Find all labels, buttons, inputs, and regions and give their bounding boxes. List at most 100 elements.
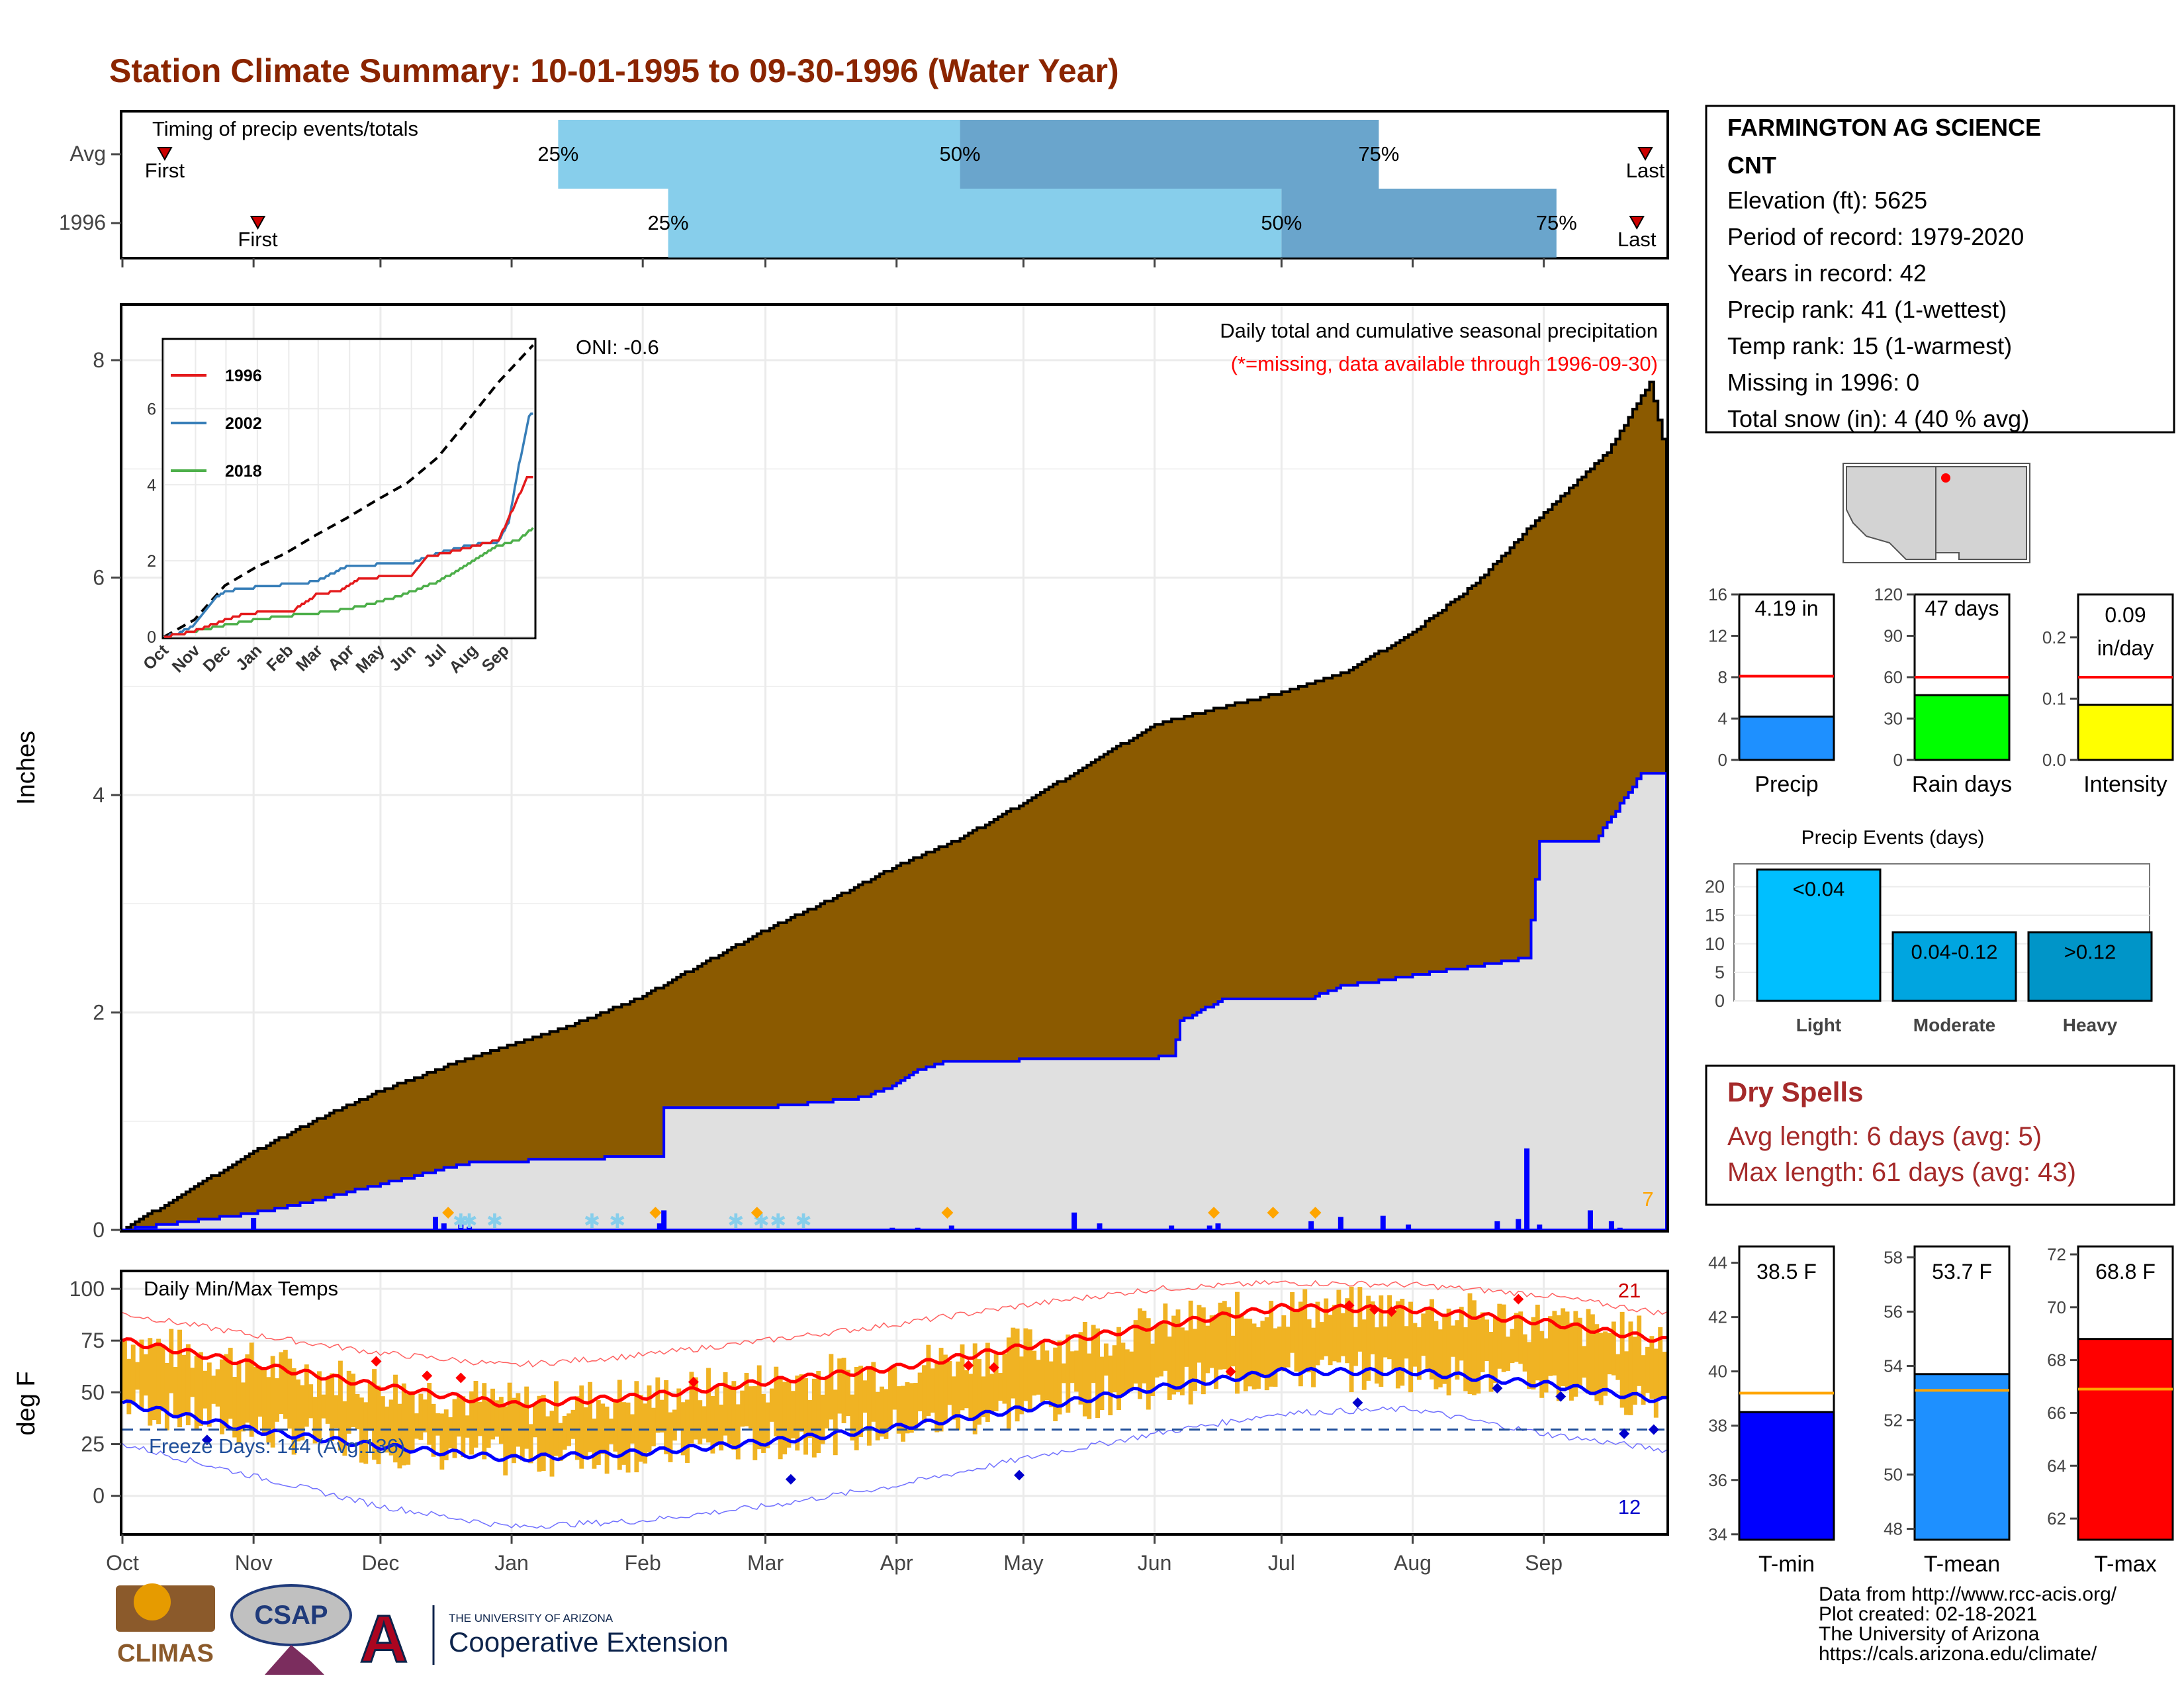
- daily-temp-range-bar: [1264, 1317, 1269, 1391]
- temp-summary-value-bar: [1738, 1411, 1835, 1541]
- station-snow: Total snow (in): 4 (40 % avg): [1727, 405, 2029, 432]
- first-event-marker: [157, 147, 173, 162]
- daily-temp-range-bar: [1527, 1342, 1531, 1389]
- dry-avg-length: Avg length: 6 days (avg: 5): [1727, 1122, 2042, 1151]
- inset-legend-label: 2018: [225, 462, 262, 481]
- daily-temp-range-bar: [858, 1366, 864, 1437]
- record-low-marker: [1619, 1428, 1630, 1439]
- temp-summary-y-tick-label: 56: [1884, 1301, 1903, 1321]
- daily-temp-range-bar: [774, 1366, 779, 1436]
- inset-2018-line: [164, 527, 534, 638]
- daily-temp-range-bar: [1577, 1317, 1582, 1387]
- daily-temp-range-bar: [1061, 1363, 1066, 1383]
- daily-temp-range-bar: [1214, 1314, 1218, 1389]
- daily-temp-range-bar: [270, 1356, 275, 1448]
- daily-temp-range-bar: [761, 1393, 766, 1453]
- daily-temp-range-bar: [841, 1358, 846, 1424]
- daily-temp-range-bar: [148, 1338, 153, 1426]
- daily-temp-range-bar: [1437, 1329, 1443, 1387]
- daily-temp-range-bar: [1078, 1332, 1083, 1405]
- temp-summary-y-tick-label: 48: [1884, 1519, 1903, 1539]
- daily-temp-range-bar: [617, 1380, 622, 1470]
- precip-missing-note: (*=missing, data available through 1996-…: [1231, 352, 1658, 375]
- page-title: Station Climate Summary: 10-01-1995 to 0…: [109, 52, 1119, 89]
- daily-precip-bar: [1206, 1225, 1212, 1230]
- record-low-marker: [1555, 1391, 1567, 1402]
- daily-temp-range-bar: [1624, 1351, 1629, 1415]
- daily-temp-range-bar: [1197, 1305, 1202, 1363]
- temp-summary-value-bar: [2077, 1338, 2174, 1541]
- daily-temp-range-bar: [638, 1395, 643, 1462]
- daily-temp-range-bar: [748, 1386, 753, 1429]
- daily-temp-range-bar: [938, 1348, 944, 1432]
- daily-temp-range-bar: [892, 1366, 897, 1410]
- daily-temp-range-bar: [1036, 1360, 1041, 1395]
- mini-bar-value-bar: [1738, 716, 1835, 761]
- daily-precip-bar: [1169, 1225, 1175, 1230]
- daily-precip-bar: [1587, 1210, 1593, 1230]
- mini-bar-y-tick-label: 16: [1708, 585, 1727, 604]
- daily-temp-range-bar: [558, 1423, 563, 1462]
- daily-temp-range-bar: [1129, 1351, 1134, 1390]
- station-temp-rank: Temp rank: 15 (1-warmest): [1727, 332, 2012, 359]
- temp-label: Daily Min/Max Temps: [144, 1277, 338, 1300]
- mini-bar-y-tick-label: 12: [1708, 626, 1727, 646]
- snow-marker: ✱: [461, 1211, 478, 1233]
- precip-note: Daily total and cumulative seasonal prec…: [1220, 319, 1658, 342]
- daily-temp-range-bar: [1598, 1333, 1604, 1405]
- daily-temp-range-bar: [1112, 1345, 1117, 1393]
- ua-logo: A THE UNIVERSITY OF ARIZONA Cooperative …: [359, 1601, 728, 1677]
- month-label: Apr: [880, 1551, 913, 1575]
- daily-temp-range-bar: [253, 1366, 259, 1430]
- precip-y-tick-label: 0: [93, 1218, 105, 1242]
- daily-temp-range-bar: [1154, 1325, 1160, 1378]
- record-min-line: [122, 1405, 1667, 1529]
- timing-panel: Timing of precip events/totals 25% 50% 75%…: [59, 110, 1669, 267]
- daily-temp-range-bar: [807, 1400, 813, 1438]
- station-elevation: Elevation (ft): 5625: [1727, 187, 1927, 214]
- daily-temp-range-bar: [1442, 1317, 1447, 1384]
- trace-event-marker: [751, 1207, 763, 1219]
- daily-temp-range-bar: [790, 1391, 796, 1438]
- mini-bar-chart: 47 days Rain days 0 30 60 90 120: [1874, 585, 2012, 797]
- temp-summary-y-tick-label: 40: [1708, 1362, 1727, 1382]
- daily-temp-range-bar: [1361, 1319, 1367, 1390]
- inset-y-tick-label: 4: [147, 476, 156, 494]
- daily-temp-range-bar: [1459, 1307, 1464, 1361]
- month-label: Jul: [1268, 1551, 1295, 1575]
- daily-temp-range-bar: [160, 1344, 165, 1411]
- daily-temp-range-bar: [845, 1370, 850, 1417]
- record-high-marker: [988, 1362, 999, 1373]
- month-label: Aug: [1394, 1551, 1432, 1575]
- daily-temp-range-bar: [782, 1382, 788, 1455]
- timing-row-label: Avg: [69, 142, 106, 165]
- daily-temp-range-bar: [1573, 1311, 1578, 1397]
- daily-temp-range-bar: [685, 1399, 690, 1463]
- record-high-marker: [688, 1376, 699, 1387]
- month-label: Oct: [106, 1551, 139, 1575]
- mini-bar-label: Precip: [1754, 772, 1818, 797]
- event-category-label: Light: [1796, 1015, 1841, 1035]
- event-bar-label: 0.04-0.12: [1911, 941, 1998, 964]
- daily-temp-range-bar: [655, 1377, 660, 1433]
- station-precip-rank: Precip rank: 41 (1-wettest): [1727, 296, 2007, 323]
- daily-temp-range-bar: [981, 1376, 986, 1417]
- daily-temp-range-bar: [194, 1356, 199, 1429]
- daily-temp-range-bar: [1243, 1318, 1248, 1391]
- daily-temp-range-bar: [786, 1380, 792, 1448]
- daily-temp-range-bar: [989, 1374, 995, 1415]
- trace-event-marker: [1267, 1207, 1279, 1219]
- temp-summary-label: T-mean: [1924, 1552, 2000, 1577]
- daily-temp-range-bar: [1048, 1361, 1054, 1407]
- daily-temp-range-bar: [283, 1350, 288, 1419]
- daily-temp-range-bar: [1416, 1327, 1422, 1380]
- daily-temp-range-bar: [706, 1368, 711, 1443]
- temp-summary-y-tick-label: 64: [2047, 1456, 2066, 1476]
- daily-temp-range-bar: [232, 1377, 238, 1438]
- daily-temp-range-bar: [1002, 1353, 1007, 1404]
- daily-temp-range-bar: [1603, 1331, 1608, 1396]
- temp-summary-label: T-min: [1758, 1552, 1815, 1577]
- daily-temp-range-bar: [672, 1409, 677, 1441]
- daily-temp-range-bar: [1193, 1329, 1198, 1391]
